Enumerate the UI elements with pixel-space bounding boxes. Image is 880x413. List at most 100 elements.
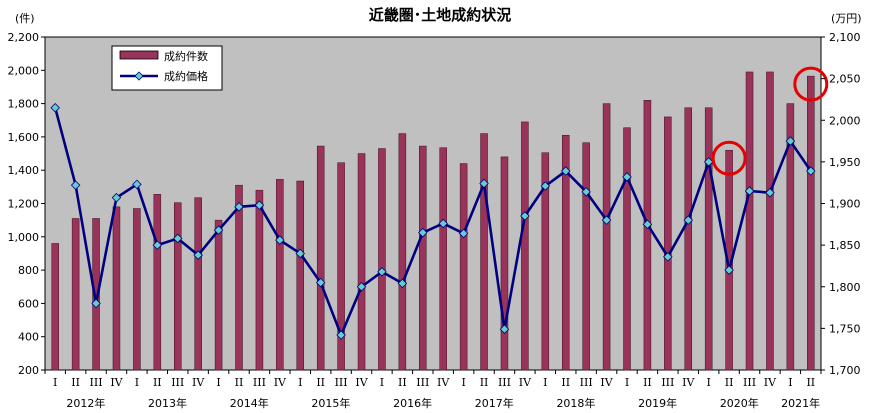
bar-17 [398,133,407,371]
bar-12 [296,180,305,371]
quarter-label-16: I [380,376,384,389]
right-tick-label-2: 1,800 [829,281,861,294]
price-marker-6 [172,233,183,244]
legend: 成約件数 成約価格 [111,45,223,91]
price-marker-32 [703,157,714,167]
price-marker-26 [581,187,591,197]
price-marker-8 [213,225,224,235]
quarter-label-2: III [90,376,103,389]
bar-35 [766,71,774,371]
quarter-label-30: III [661,376,674,389]
price-marker-18 [418,227,428,238]
quarter-label-26: III [580,376,593,389]
quarter-label-32: I [707,376,711,389]
price-marker-19 [438,218,448,229]
quarter-label-36: I [788,376,792,389]
price-marker-23 [520,211,530,221]
price-marker-5 [152,240,163,250]
year-label-5: 2017年 [475,396,514,410]
left-tick-label-4: 1,000 [8,231,40,244]
left-tick-label-10: 2,200 [8,31,40,44]
price-marker-15 [356,281,367,292]
right-axis-unit: (万円) [831,12,862,25]
price-marker-9 [234,202,244,212]
right-tick-label-0: 1,700 [829,364,861,377]
price-marker-21 [479,178,489,189]
quarter-label-4: I [135,376,139,389]
quarter-label-10: III [253,376,266,389]
bar-20 [459,163,468,371]
year-label-1: 2013年 [148,396,187,410]
quarter-label-21: II [480,376,489,389]
bar-18 [419,145,427,371]
left-tick-label-8: 1,800 [8,98,40,111]
price-marker-16 [377,266,387,277]
quarter-label-29: II [643,376,652,389]
bar-34 [745,71,754,371]
price-marker-27 [601,215,612,225]
right-tick-label-3: 1,850 [829,239,861,252]
price-marker-3 [111,192,122,203]
highlight-circles [711,66,829,176]
right-axis: 1,700 1,750 1,800 1,850 1,900 1,950 2,000 2,050… [821,31,861,377]
quarter-label-18: III [416,376,429,389]
price-marker-2 [91,298,101,309]
bar-26 [582,142,590,371]
quarter-label-17: II [398,376,407,389]
left-tick-label-0: 200 [18,364,39,377]
quarter-label-31: IV [682,376,695,389]
price-marker-29 [642,219,653,230]
price-marker-11 [275,235,285,245]
left-tick-label-3: 800 [18,264,39,277]
price-marker-37 [806,166,816,176]
quarter-label-35: IV [764,376,777,389]
price-marker-12 [295,248,306,259]
price-marker-1 [70,180,81,190]
quarter-label-23: IV [519,376,532,389]
bar-32 [704,107,713,371]
year-label-9: 2021年 [781,396,820,410]
price-marker-33 [724,265,734,275]
legend-bar-swatch [119,50,159,60]
legend-line-marker [134,71,144,81]
legend-line-label: 成約価格 [164,69,208,83]
price-marker-30 [663,252,673,262]
right-tick-label-5: 1,950 [829,156,861,169]
left-axis: 200 400 600 800 1,000 1,200 1,400 1,600 1,800 2,0… [8,31,45,377]
left-tick-label-1: 400 [18,331,39,344]
bar-6 [173,202,182,371]
quarter-label-5: II [153,376,162,389]
price-marker-28 [622,172,632,182]
price-marker-36 [785,136,796,146]
quarter-label-11: IV [274,376,287,389]
bar-13 [316,145,325,371]
left-tick-label-7: 1,600 [8,131,40,144]
right-tick-label-8: 2,100 [829,31,861,44]
right-tick-label-4: 1,900 [829,198,861,211]
year-label-2: 2014年 [230,396,269,410]
bar-15 [357,153,366,371]
right-tick-label-6: 2,000 [829,114,861,127]
price-marker-7 [193,250,203,260]
quarter-label-12: I [298,376,302,389]
price-marker-10 [254,200,265,210]
price-marker-31 [683,215,694,225]
quarter-label-22: III [498,376,511,389]
price-marker-17 [397,278,408,289]
quarter-label-9: II [235,376,244,389]
left-tick-label-6: 1,400 [8,164,40,177]
legend-bar-label: 成約件数 [164,49,208,63]
line-series [50,102,816,340]
bar-22 [500,156,509,371]
year-label-8: 2020年 [720,396,759,410]
bar-1 [71,218,80,371]
bar-30 [664,116,672,371]
price-marker-20 [458,228,469,239]
quarter-label-27: IV [600,376,613,389]
x-axis: I II III IV I II III IV I II III IV I II III IV I II III IV… [44,370,822,410]
price-marker-24 [540,181,551,191]
bar-11 [276,179,284,371]
left-tick-label-9: 2,000 [8,64,40,77]
bar-25 [561,134,570,371]
